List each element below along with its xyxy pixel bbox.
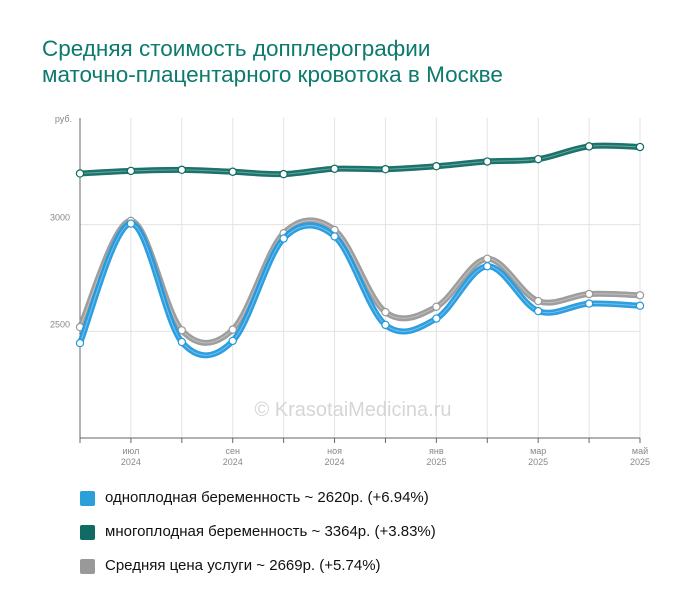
legend-swatch-single xyxy=(80,491,95,506)
series-point-многоплодная xyxy=(177,165,187,175)
x-tick-label-month: май xyxy=(632,446,648,456)
series-line-многоплодная xyxy=(77,142,643,178)
series-point-Средняя xyxy=(381,307,390,317)
y-unit-label: руб. xyxy=(55,114,72,124)
x-tick-label-year: 2025 xyxy=(426,457,446,467)
series-point-одноплодная xyxy=(635,301,645,310)
series-point-одноплодная xyxy=(584,299,594,308)
series-point-многоплодная xyxy=(432,162,441,171)
chart-title-line-1: Средняя стоимость допплерографии xyxy=(42,36,431,61)
series-point-многоплодная xyxy=(381,164,390,174)
series-point-многоплодная xyxy=(126,166,136,176)
x-tick-label-month: июл xyxy=(122,446,139,456)
chart-axes: руб.25003000июл2024сен2024ноя2024янв2025… xyxy=(50,114,650,467)
line-chart: руб.25003000июл2024сен2024ноя2024янв2025… xyxy=(50,114,650,467)
legend-label-single: одноплодная беременность ~ 2620р. (+6.94… xyxy=(105,489,429,506)
series-point-многоплодная xyxy=(279,169,288,179)
series-point-Средняя xyxy=(584,289,594,299)
series-point-одноплодная xyxy=(75,338,85,348)
series-point-многоплодная xyxy=(584,142,594,151)
x-tick-label-month: янв xyxy=(429,446,444,456)
x-tick-label-year: 2024 xyxy=(325,457,345,467)
x-tick-label-month: сен xyxy=(225,446,240,456)
series-point-одноплодная xyxy=(483,262,492,271)
legend-swatch-average xyxy=(80,559,95,574)
legend-label-multiple: многоплодная беременность ~ 3364р. (+3.8… xyxy=(105,523,436,540)
series-point-многоплодная xyxy=(330,164,339,173)
series-point-Средняя xyxy=(483,254,492,263)
legend-swatch-multiple xyxy=(80,525,95,540)
series-point-одноплодная xyxy=(432,314,441,323)
series-point-Средняя xyxy=(635,291,645,300)
series-point-одноплодная xyxy=(126,219,136,228)
series-line-highlight xyxy=(79,145,641,175)
series-point-одноплодная xyxy=(533,306,543,316)
watermark-text: © KrasotaiMedicina.ru xyxy=(254,399,451,421)
series-point-многоплодная xyxy=(483,157,492,166)
series-point-одноплодная xyxy=(381,320,390,330)
series-point-одноплодная xyxy=(177,337,187,347)
series-point-одноплодная xyxy=(279,234,288,243)
chart-title-line-2: маточно-плацентарного кровотока в Москве xyxy=(42,62,503,87)
series-point-одноплодная xyxy=(228,336,237,346)
y-tick-label: 2500 xyxy=(50,319,70,329)
y-tick-label: 3000 xyxy=(50,213,70,223)
series-point-одноплодная xyxy=(330,232,339,241)
series-point-многоплодная xyxy=(228,167,237,176)
x-tick-label-month: мар xyxy=(530,446,546,456)
x-tick-label-year: 2024 xyxy=(223,457,243,467)
series-point-Средняя xyxy=(228,325,237,334)
series-point-многоплодная xyxy=(635,142,645,152)
x-tick-label-year: 2025 xyxy=(528,457,548,467)
series-point-многоплодная xyxy=(533,154,543,164)
x-tick-label-year: 2024 xyxy=(121,457,141,467)
series-point-Средняя xyxy=(533,296,543,306)
chart-title: Средняя стоимость допплерографии маточно… xyxy=(42,36,662,88)
x-tick-label-month: ноя xyxy=(327,446,342,456)
series-point-Средняя xyxy=(432,302,441,311)
legend-label-average: Средняя цена услуги ~ 2669р. (+5.74%) xyxy=(105,557,381,574)
chart-series xyxy=(75,142,645,359)
series-point-многоплодная xyxy=(75,169,85,178)
x-tick-label-year: 2025 xyxy=(630,457,650,467)
